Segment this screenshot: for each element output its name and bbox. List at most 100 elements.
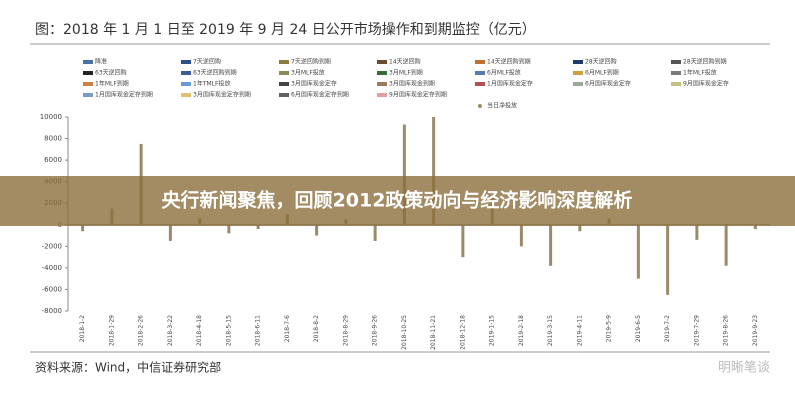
legend-label: 14天逆回购 — [389, 58, 421, 66]
legend-swatch — [475, 71, 485, 75]
bar — [666, 224, 670, 295]
x-tick-label: 2019-2-18 — [518, 315, 525, 346]
banner-title: 央行新闻聚焦，回顾2012政策动向与经济影响深度解析 — [162, 189, 633, 212]
legend-label: 6月MLF投放 — [487, 69, 521, 77]
x-tick-label: 2018-8-2 — [313, 315, 320, 342]
legend-label: 28天逆回购到期 — [683, 58, 727, 66]
bar — [578, 224, 582, 232]
legend-label: 3月MLF投放 — [291, 69, 325, 77]
x-tick-label: 2019-9-23 — [752, 315, 759, 346]
legend-label: 3月国库现金定存 — [291, 80, 337, 88]
y-tick-label: 10000 — [40, 113, 62, 121]
legend-label: 6月国库现金定存到期 — [291, 91, 349, 99]
bar — [753, 224, 757, 230]
x-tick-label: 2019-4-11 — [576, 315, 583, 346]
legend-label: 当日净投放 — [487, 102, 517, 110]
banner-bg — [0, 176, 795, 226]
legend-swatch — [573, 60, 583, 64]
x-tick-label: 2019-3-15 — [547, 315, 554, 346]
bar — [256, 224, 260, 230]
x-tick-label: 2018-6-11 — [255, 315, 262, 346]
bar — [81, 224, 85, 232]
legend-swatch — [83, 71, 93, 75]
x-tick-label: 2019-8-26 — [723, 315, 730, 346]
bar — [227, 224, 231, 234]
legend-swatch — [181, 71, 191, 75]
bar — [168, 224, 172, 241]
legend-swatch — [573, 71, 583, 75]
legend-swatch — [475, 82, 485, 86]
legend-swatch — [181, 93, 191, 97]
x-tick-label: 2019-5-9 — [606, 315, 613, 342]
y-tick-label: -4000 — [42, 264, 62, 272]
watermark: 明晰笔谈 — [718, 360, 770, 376]
legend-label: 9月国库现金定存 — [683, 80, 729, 88]
legend-label: 3月国库现金到期 — [389, 80, 435, 88]
x-tick-label: 2018-1-29 — [108, 315, 115, 346]
legend-label: 3月国库现金定存到期 — [193, 91, 251, 99]
bar — [432, 117, 436, 225]
x-tick-label: 2018-9-26 — [372, 315, 379, 346]
legend-label: 1年MLF投放 — [683, 69, 717, 77]
bar — [724, 224, 728, 266]
bar — [373, 224, 377, 241]
legend-swatch — [377, 93, 387, 97]
legend-label: 7天逆回购到期 — [291, 58, 331, 66]
legend-label: 7天逆回购 — [193, 58, 221, 66]
x-tick-label: 2019-7-2 — [664, 315, 671, 342]
x-tick-label: 2018-12-18 — [459, 315, 466, 350]
x-tick-label: 2018-3-22 — [167, 315, 174, 346]
legend-label: 1年MLF到期 — [95, 80, 129, 88]
x-tick-label: 2019-6-5 — [635, 315, 642, 342]
y-tick-label: -6000 — [42, 285, 62, 293]
legend-label: 6月国库现金定存 — [585, 80, 631, 88]
y-tick-label: -8000 — [42, 307, 62, 315]
source: 资料来源：Wind，中信证券研究部 — [35, 360, 221, 375]
legend-swatch — [279, 93, 289, 97]
legend-swatch — [279, 60, 289, 64]
x-tick-label: 2018-8-29 — [342, 315, 349, 346]
bar — [315, 224, 319, 236]
legend-label: 14天逆回购到期 — [487, 58, 531, 66]
y-tick-label: 6000 — [44, 156, 62, 164]
y-tick-label: -2000 — [42, 242, 62, 250]
x-tick-label: 2018-11-21 — [430, 315, 437, 350]
legend-swatch — [377, 82, 387, 86]
bar — [461, 224, 465, 258]
x-tick-label: 2018-1-2 — [79, 315, 86, 342]
legend-label: 9月国库现金定存到期 — [389, 91, 447, 99]
x-tick-label: 2019-1-15 — [489, 315, 496, 346]
bar — [402, 124, 406, 225]
legend-swatch — [83, 93, 93, 97]
legend-swatch — [671, 71, 681, 75]
legend-swatch — [671, 82, 681, 86]
legend-swatch — [377, 60, 387, 64]
legend-label: 1月国库现金定存到期 — [95, 91, 153, 99]
bar — [636, 224, 640, 279]
legend-label: 1年TMLF投放 — [193, 80, 230, 88]
legend-label: 63天逆回购 — [95, 69, 127, 77]
legend-label: 28天逆回购 — [585, 58, 617, 66]
legend-swatch — [671, 60, 681, 64]
chart-title: 图：2018 年 1 月 1 日至 2019 年 9 月 24 日公开市场操作和… — [35, 21, 536, 38]
legend-swatch — [478, 104, 482, 108]
x-tick-label: 2019-7-29 — [693, 315, 700, 346]
y-tick-label: 8000 — [44, 135, 62, 143]
legend-swatch — [279, 71, 289, 75]
legend-swatch — [573, 82, 583, 86]
bar — [549, 224, 553, 266]
bar — [695, 224, 699, 240]
legend-swatch — [83, 60, 93, 64]
legend-swatch — [83, 82, 93, 86]
legend-swatch — [279, 82, 289, 86]
x-tick-label: 2018-7-6 — [284, 315, 291, 342]
legend-swatch — [377, 71, 387, 75]
legend-label: 63天逆回购到期 — [193, 69, 237, 77]
legend-label: 6月MLF到期 — [585, 69, 619, 77]
x-tick-label: 2018-5-15 — [225, 315, 232, 346]
legend-label: 1月国库现金定存 — [487, 80, 533, 88]
legend-label: 降准 — [95, 58, 107, 66]
legend-label: 3月MLF到期 — [389, 69, 423, 77]
bar — [519, 224, 523, 247]
